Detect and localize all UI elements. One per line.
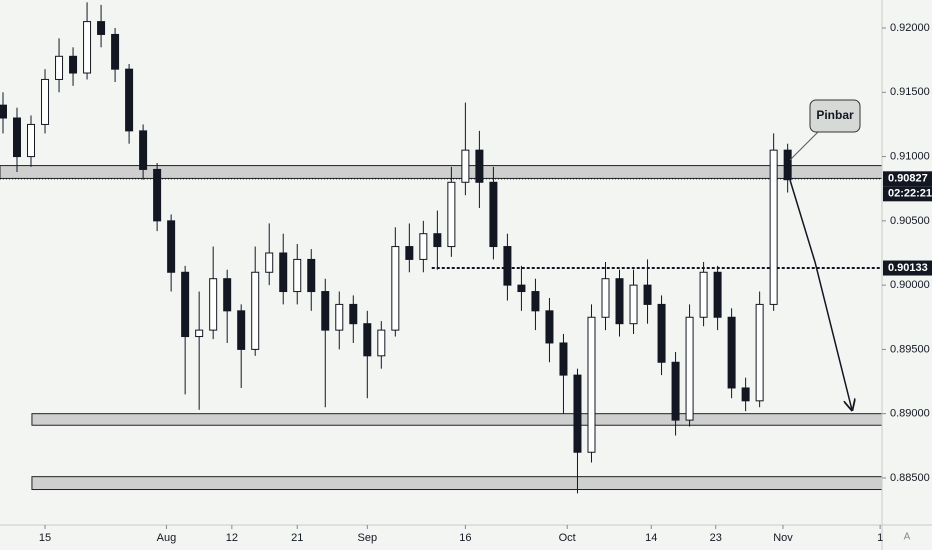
candle-body xyxy=(69,55,78,74)
candle-body xyxy=(475,149,484,183)
candle-body xyxy=(699,271,708,318)
candle-body xyxy=(517,284,526,293)
candle-body xyxy=(0,104,7,119)
x-tick-label: Sep xyxy=(358,532,378,544)
y-tick-label: 0.89500 xyxy=(890,343,930,355)
candle-body xyxy=(685,316,694,421)
forecast-arrow xyxy=(789,179,852,410)
x-tick-label: 23 xyxy=(710,532,722,544)
candle-body xyxy=(433,233,442,248)
callout-text: Pinbar xyxy=(816,108,854,122)
candle-body xyxy=(167,220,176,273)
candle-body xyxy=(405,246,414,260)
zone xyxy=(0,165,883,179)
candle-body xyxy=(377,329,386,357)
plot-area xyxy=(0,2,883,494)
candle-body xyxy=(223,278,232,312)
level-price-label: 0.90133 xyxy=(888,262,928,274)
candle-body xyxy=(783,149,792,181)
auto-scale-label: A xyxy=(904,532,911,543)
callout-pointer xyxy=(789,129,821,161)
candle-body xyxy=(545,310,554,344)
y-tick-label: 0.91500 xyxy=(890,86,930,98)
x-tick-label: 12 xyxy=(226,532,238,544)
countdown-label-bg xyxy=(883,186,932,202)
x-tick-label: 15 xyxy=(39,532,51,544)
candle-body xyxy=(643,284,652,305)
y-tick-label: 0.90500 xyxy=(890,215,930,227)
candle-body xyxy=(489,181,498,248)
y-tick-label: 0.90000 xyxy=(890,279,930,291)
candle-body xyxy=(559,342,568,376)
x-tick-label: Aug xyxy=(157,532,177,544)
candle-body xyxy=(727,316,736,389)
candle-body xyxy=(335,303,344,331)
zone xyxy=(31,413,883,426)
candle-body xyxy=(713,271,722,318)
candle-body xyxy=(251,271,260,350)
candle-body xyxy=(307,258,316,293)
candle-body xyxy=(657,303,666,363)
x-tick-label: 16 xyxy=(459,532,471,544)
candle-body xyxy=(13,117,22,158)
y-tick-label: 0.92000 xyxy=(890,22,930,34)
candle-body xyxy=(209,278,218,331)
x-tick-label: Nov xyxy=(773,532,793,544)
candle-body xyxy=(279,252,288,293)
candle-body xyxy=(139,130,148,170)
x-tick-label: 21 xyxy=(291,532,303,544)
x-tick-label: Oct xyxy=(559,532,576,544)
candle-body xyxy=(293,258,302,293)
candle-body xyxy=(629,284,638,325)
candle-body xyxy=(41,78,50,125)
x-tick-label: 14 xyxy=(645,532,657,544)
candle-body xyxy=(195,329,204,338)
candle-body xyxy=(363,323,372,357)
candle-body xyxy=(503,246,512,286)
candle-body xyxy=(531,291,540,312)
candle-body xyxy=(601,278,610,318)
x-tick-label: 1 xyxy=(877,532,883,544)
candle-body xyxy=(671,361,680,421)
candle-body xyxy=(265,252,274,273)
candle-body xyxy=(321,291,330,331)
callout-box xyxy=(809,99,861,133)
candle-body xyxy=(573,374,582,453)
y-tick-label: 0.89000 xyxy=(890,408,930,420)
current-price-label-bg xyxy=(883,171,932,187)
candle-body xyxy=(769,149,778,305)
candle-body xyxy=(181,271,190,338)
candle-body xyxy=(741,387,750,402)
y-tick-label: 0.88500 xyxy=(890,472,930,484)
candle-body xyxy=(391,246,400,331)
candle-body xyxy=(615,278,624,325)
level-price-label-bg xyxy=(883,260,932,276)
candle-body xyxy=(419,233,428,260)
candle-body xyxy=(27,123,36,158)
candle-body xyxy=(755,303,764,402)
candle-body xyxy=(111,33,120,70)
candle-body xyxy=(461,149,470,183)
candle-body xyxy=(97,21,106,35)
candle-body xyxy=(237,310,246,350)
zone xyxy=(31,476,883,491)
candle-body xyxy=(153,168,162,222)
candle-body xyxy=(587,316,596,453)
y-tick-label: 0.91000 xyxy=(890,150,930,162)
candle-body xyxy=(83,21,92,74)
candle-body xyxy=(349,303,358,325)
current-price-label: 0.90827 xyxy=(888,173,928,185)
candle-body xyxy=(447,181,456,248)
countdown-label: 02:22:21 xyxy=(888,188,932,200)
candle-body xyxy=(55,55,64,80)
candle-body xyxy=(125,68,134,132)
